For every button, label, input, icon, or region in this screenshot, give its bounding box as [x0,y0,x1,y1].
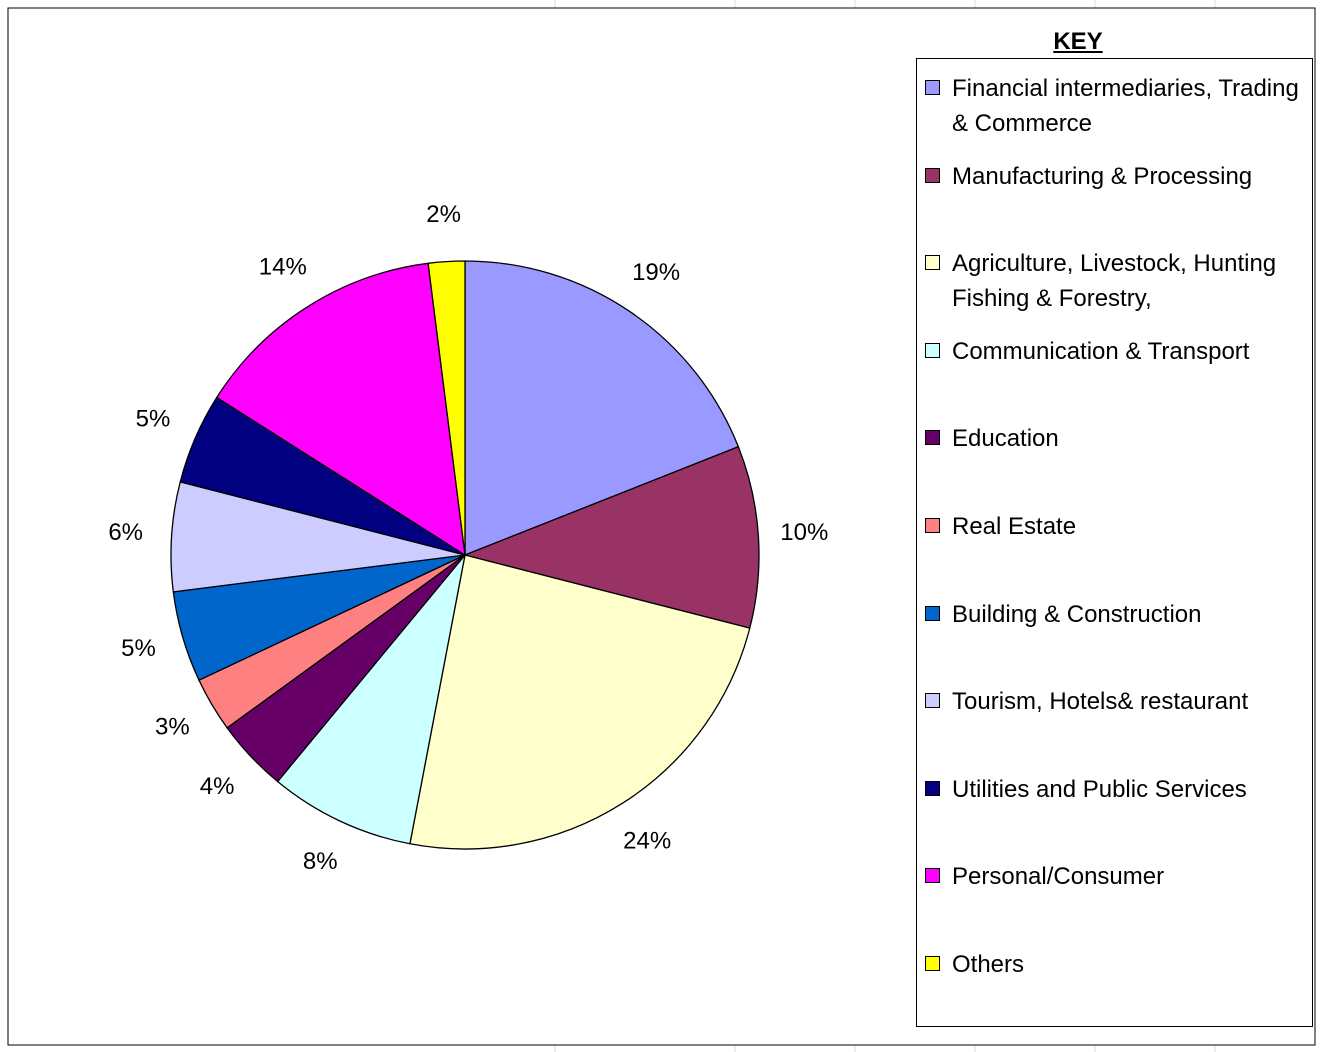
data-label: 24% [623,827,671,854]
data-label: 4% [200,773,235,800]
legend-title: KEY [1053,28,1103,55]
data-label: 5% [136,405,171,432]
pie-slice [276,554,466,845]
legend-swatch [925,255,940,271]
legend-label: Agriculture, Livestock, Hunting Fishing … [952,250,1277,313]
pie: 19% 10% 24% 8% 4% 3% 5% 6% 5% 14% 2% [108,201,828,875]
pie-slice [427,260,466,556]
legend-label: Building & Construction [952,600,1202,628]
legend-label: Communication & Transport [952,337,1250,365]
data-label: 19% [632,259,680,286]
pie-slice [462,445,760,629]
legend-swatch [925,430,940,446]
pie-slice [215,262,466,557]
data-label: 6% [108,519,143,546]
legend-label: Real Estate [952,513,1077,540]
legend-swatch [925,518,940,533]
data-label: 2% [426,201,461,228]
legend-label: Financial intermediaries, Trading & Comm… [952,75,1299,137]
legend-swatch [925,693,940,709]
legend-label: Utilities and Public Services [952,775,1247,803]
data-label: 8% [303,848,338,875]
pie-slice [464,260,740,556]
legend-label: Manufacturing & Processing [952,162,1253,190]
legend-swatch [925,780,940,796]
pie-slice [409,554,751,850]
legend-swatch [925,167,940,183]
legend-swatch [925,605,940,621]
data-label: 14% [259,253,307,280]
legend: Financial intermediaries, Trading & Comm… [916,58,1313,1027]
legend-label: Education [952,425,1059,453]
legend-swatch [925,342,940,358]
legend-label: Personal/Consumer [952,863,1165,891]
legend-label: Others [952,951,1025,978]
legend-swatch [925,956,940,971]
legend-label: Tourism, Hotels& restaurant [952,688,1249,716]
data-label: 10% [780,519,828,546]
data-label: 5% [121,635,156,662]
data-label: 3% [155,713,190,740]
legend-swatch [925,868,940,884]
legend-swatch [925,80,940,95]
